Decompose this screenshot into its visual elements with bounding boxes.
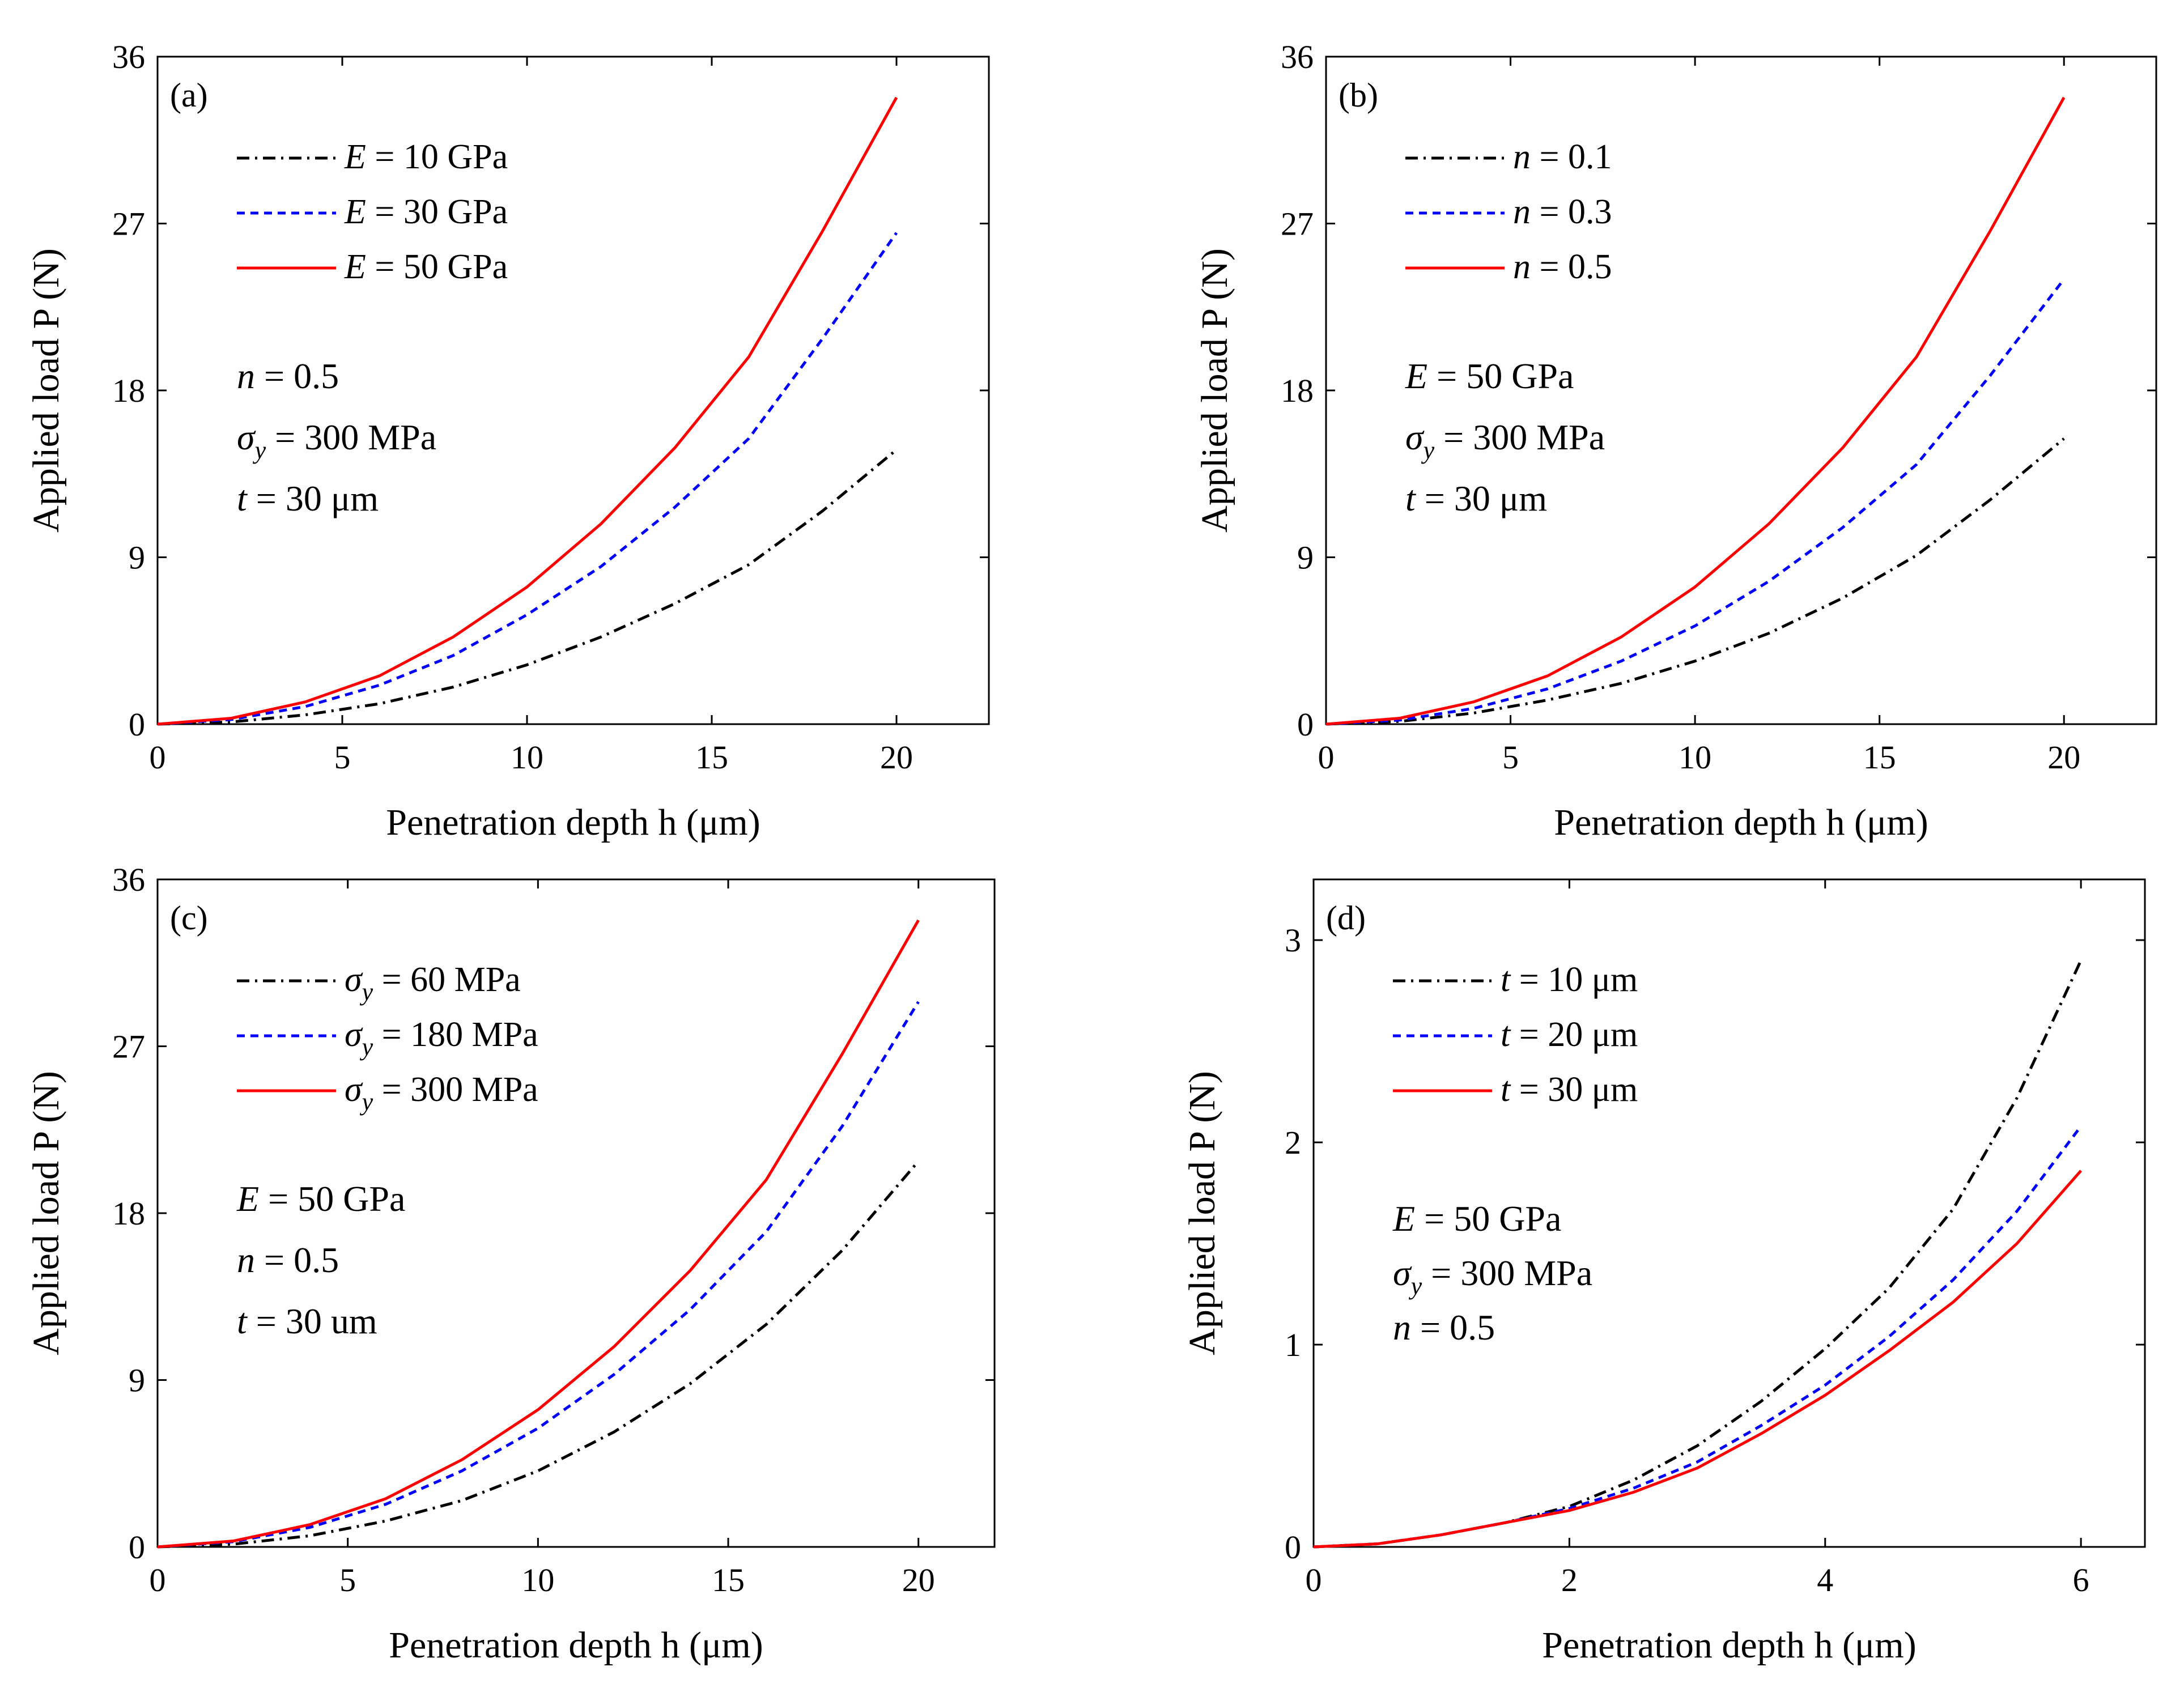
param-annotation: n = 0.5 — [1393, 1307, 1495, 1347]
legend-entry: E = 50 GPa — [344, 248, 508, 286]
series-line-2 — [157, 232, 898, 726]
x-axis-label: Penetration depth h (μm) — [1554, 802, 1928, 843]
series-line-3 — [1313, 1170, 2083, 1549]
y-tick-label: 18 — [112, 372, 145, 409]
plot-frame — [1312, 878, 2146, 1548]
series-line-3 — [1325, 96, 2066, 726]
chart-panel-1: 0 5 10 15 20 0 9 18 27 36 Penetration depth h (μm)… — [26, 39, 990, 843]
x-tick-label: 5 — [1502, 739, 1519, 776]
param-annotation: E = 50 GPa — [1392, 1198, 1561, 1239]
y-tick-label: 27 — [112, 1028, 145, 1065]
x-tick-label: 20 — [880, 739, 913, 776]
legend-entry: n = 0.3 — [1513, 193, 1612, 231]
y-tick-label: 36 — [112, 861, 145, 898]
x-tick-label: 10 — [521, 1562, 554, 1598]
y-tick-label: 0 — [129, 706, 145, 743]
legend-entry: σy = 180 MPa — [345, 1015, 538, 1061]
series-line-1 — [157, 448, 898, 726]
param-annotation: E = 50 GPa — [236, 1179, 405, 1219]
chart-panel-4: 0 2 4 6 0 1 2 3 Penetration depth h (μm) Applied … — [1182, 878, 2146, 1666]
legend-entry: n = 0.5 — [1513, 248, 1612, 286]
y-tick-label: 18 — [112, 1195, 145, 1232]
legend-entry: t = 30 μm — [1501, 1070, 1638, 1109]
panel-label: (b) — [1339, 76, 1378, 114]
x-tick-label: 5 — [334, 739, 351, 776]
series-line-3 — [157, 96, 898, 726]
param-annotation: σy = 300 MPa — [1405, 417, 1605, 464]
x-tick-label: 5 — [339, 1562, 356, 1598]
y-tick-label: 9 — [1297, 539, 1314, 576]
panel-label: (d) — [1326, 899, 1366, 937]
y-axis-label: Applied load P (N) — [26, 248, 67, 533]
x-tick-label: 0 — [150, 1562, 166, 1598]
series-line-1 — [1325, 437, 2065, 726]
chart-panel-2: 0 5 10 15 20 0 9 18 27 36 Penetration depth h (μm)… — [1194, 39, 2157, 843]
y-tick-label: 0 — [129, 1529, 145, 1566]
y-tick-label: 0 — [1297, 706, 1314, 743]
param-annotation: t = 30 μm — [1405, 478, 1547, 518]
y-tick-label: 27 — [112, 206, 145, 243]
x-tick-label: 0 — [1318, 739, 1335, 776]
series-line-2 — [1325, 278, 2066, 726]
x-tick-label: 0 — [150, 739, 166, 776]
y-tick-label: 9 — [129, 539, 145, 576]
y-tick-label: 36 — [1281, 39, 1314, 75]
x-axis-label: Penetration depth h (μm) — [386, 802, 760, 843]
param-annotation: t = 30 μm — [237, 478, 379, 518]
series-line-2 — [157, 1001, 920, 1549]
x-axis-label: Penetration depth h (μm) — [1542, 1625, 1916, 1666]
x-tick-label: 15 — [712, 1562, 745, 1598]
param-annotation: E = 50 GPa — [1405, 356, 1574, 396]
legend-entry: σy = 300 MPa — [345, 1070, 538, 1116]
x-tick-label: 2 — [1561, 1562, 1578, 1598]
legend-entry: σy = 60 MPa — [345, 960, 521, 1006]
y-tick-label: 9 — [129, 1362, 145, 1399]
param-annotation: n = 0.5 — [237, 1240, 339, 1280]
param-annotation: σy = 300 MPa — [1393, 1253, 1592, 1300]
param-annotation: t = 30 um — [237, 1301, 377, 1341]
x-tick-label: 6 — [2073, 1562, 2089, 1598]
y-axis-label: Applied load P (N) — [1182, 1071, 1223, 1355]
panel-label: (c) — [170, 899, 208, 937]
x-tick-label: 0 — [1306, 1562, 1322, 1598]
x-tick-label: 20 — [2047, 739, 2080, 776]
x-tick-label: 10 — [511, 739, 543, 776]
y-axis-label: Applied load P (N) — [1194, 248, 1235, 533]
y-axis-label: Applied load P (N) — [26, 1071, 67, 1355]
panel-label: (a) — [170, 76, 208, 114]
series-line-1 — [157, 1160, 920, 1549]
x-tick-label: 4 — [1817, 1562, 1833, 1598]
legend-entry: t = 20 μm — [1501, 1015, 1638, 1054]
legend-entry: E = 30 GPa — [344, 193, 508, 231]
chart-panel-3: 0 5 10 15 20 0 9 18 27 36 Penetration depth h (μm)… — [26, 861, 996, 1666]
x-tick-label: 15 — [1863, 739, 1896, 776]
legend-entry: n = 0.1 — [1513, 138, 1612, 176]
series-line-1 — [1313, 959, 2083, 1549]
y-tick-label: 18 — [1281, 372, 1314, 409]
x-tick-label: 10 — [1679, 739, 1711, 776]
x-tick-label: 20 — [902, 1562, 935, 1598]
y-tick-label: 27 — [1281, 206, 1314, 243]
legend-entry: E = 10 GPa — [344, 138, 508, 176]
x-tick-label: 15 — [695, 739, 728, 776]
y-tick-label: 1 — [1285, 1326, 1301, 1363]
param-annotation: n = 0.5 — [237, 356, 339, 396]
y-tick-label: 2 — [1285, 1124, 1301, 1161]
y-tick-label: 36 — [112, 39, 145, 75]
x-axis-label: Penetration depth h (μm) — [389, 1625, 763, 1666]
legend-entry: t = 10 μm — [1501, 960, 1638, 999]
param-annotation: σy = 300 MPa — [237, 417, 436, 464]
series-line-3 — [157, 919, 920, 1549]
y-tick-label: 3 — [1285, 922, 1301, 959]
y-tick-label: 0 — [1285, 1529, 1301, 1566]
